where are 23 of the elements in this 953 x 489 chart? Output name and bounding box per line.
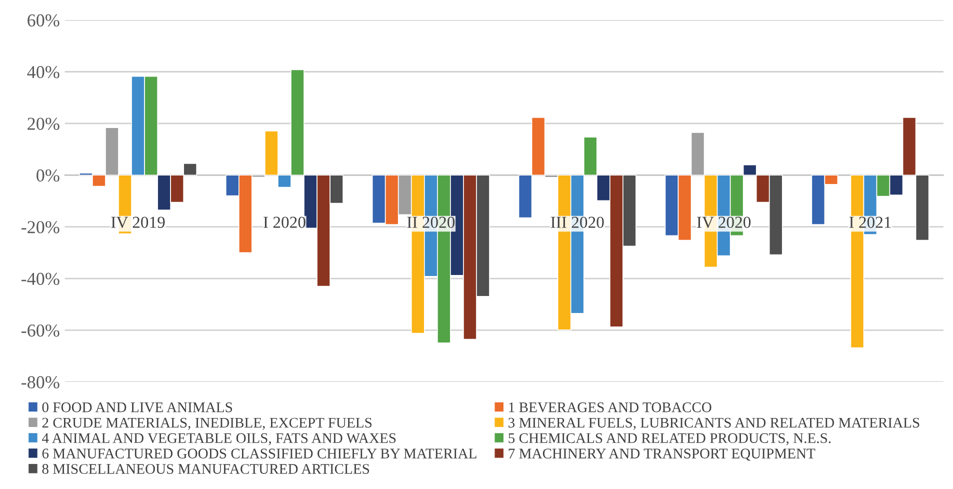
legend-label: 1 BEVERAGES AND TOBACCO [509, 402, 712, 412]
legend-label: 5 CHEMICALS AND RELATED PRODUCTS, N.E.S. [508, 433, 831, 446]
x-tick-label: I 2021 [849, 216, 891, 228]
x-tick-label: IV 2019 [111, 216, 165, 228]
legend-label: 4 ANIMAL AND VEGETABLE OILS, FATS AND WAXES [42, 433, 396, 446]
y-tick-label: -20% [22, 221, 60, 234]
y-tick-label: 40% [27, 66, 60, 78]
y-tick-label: 0% [36, 169, 60, 182]
legend-label: 0 FOOD AND LIVE ANIMALS [42, 402, 232, 412]
x-tick-label: I 2020 [264, 216, 306, 228]
y-tick-label: 60% [28, 14, 60, 27]
legend-label: 7 MACHINERY AND TRANSPORT EQUIPMENT [508, 448, 816, 461]
legend-label: 6 MANUFACTURED GOODS CLASSIFIED CHIEFLY BY MATERIAL [42, 448, 476, 458]
x-tick-label: II 2020 [407, 216, 455, 228]
legend-label: 8 MISCELLANEOUS MANUFACTURED ARTICLES [42, 464, 370, 474]
y-tick-label: -60% [22, 324, 60, 337]
legend-label: 2 CRUDE MATERIALS, INEDIBLE, EXCEPT FUELS [42, 418, 372, 430]
x-tick-label: III 2020 [550, 216, 604, 228]
x-tick-label: IV 2020 [697, 216, 751, 228]
y-tick-label: -80% [22, 376, 60, 388]
y-tick-label: 20% [28, 118, 60, 130]
y-tick-label: -40% [22, 272, 60, 286]
legend-label: 3 MINERAL FUELS, LUBRICANTS AND RELATED MATERIALS [508, 418, 920, 430]
